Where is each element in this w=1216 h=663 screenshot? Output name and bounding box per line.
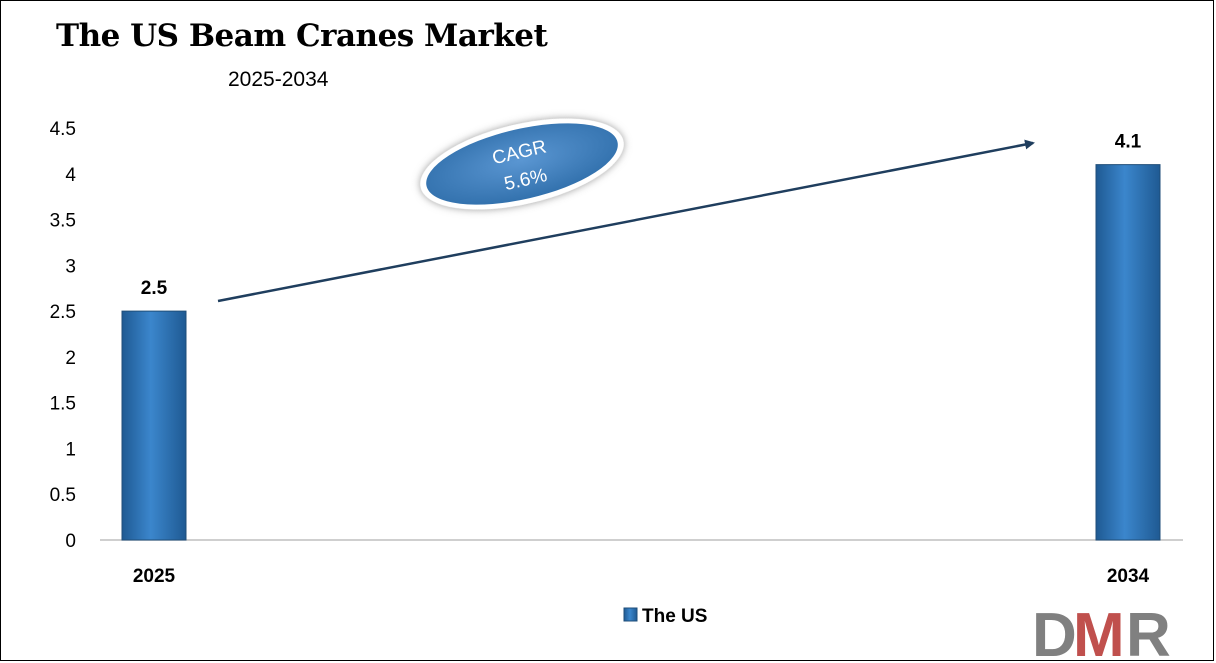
svg-text:M: M xyxy=(1073,601,1125,663)
dmr-logo: D M R xyxy=(1032,601,1171,663)
bars: 2.5 4.1 xyxy=(121,132,1161,541)
legend-label: The US xyxy=(642,606,707,627)
y-tick-label: 2.5 xyxy=(50,302,76,323)
chart-title: The US Beam Cranes Market xyxy=(56,18,548,54)
cagr-badge: CAGR 5.6% xyxy=(420,118,624,210)
y-tick-label: 1 xyxy=(65,439,76,460)
svg-text:D: D xyxy=(1032,601,1077,663)
y-tick-label: 4.5 xyxy=(50,119,76,140)
chart-subtitle: 2025-2034 xyxy=(228,68,329,91)
bar-2034 xyxy=(1095,164,1161,541)
y-tick-label: 3 xyxy=(65,256,76,277)
growth-arrow xyxy=(217,139,1035,303)
y-tick-label: 1.5 xyxy=(50,394,76,415)
x-tick-label: 2025 xyxy=(133,566,176,587)
y-tick-label: 3.5 xyxy=(50,211,76,232)
data-label: 2.5 xyxy=(141,278,168,299)
y-tick-label: 0 xyxy=(65,531,76,552)
y-tick-label: 0.5 xyxy=(50,485,76,506)
svg-text:R: R xyxy=(1126,601,1171,663)
y-axis: 0 0.5 1 1.5 2 2.5 3 3.5 4 4.5 xyxy=(50,119,77,552)
x-axis: 2025 2034 xyxy=(133,566,1150,587)
data-label: 4.1 xyxy=(1115,132,1142,153)
x-tick-label: 2034 xyxy=(1107,566,1150,587)
bar-2025 xyxy=(121,310,187,541)
legend: The US xyxy=(623,606,707,627)
y-tick-label: 4 xyxy=(65,165,76,186)
y-tick-label: 2 xyxy=(65,348,76,369)
legend-swatch xyxy=(623,607,638,622)
